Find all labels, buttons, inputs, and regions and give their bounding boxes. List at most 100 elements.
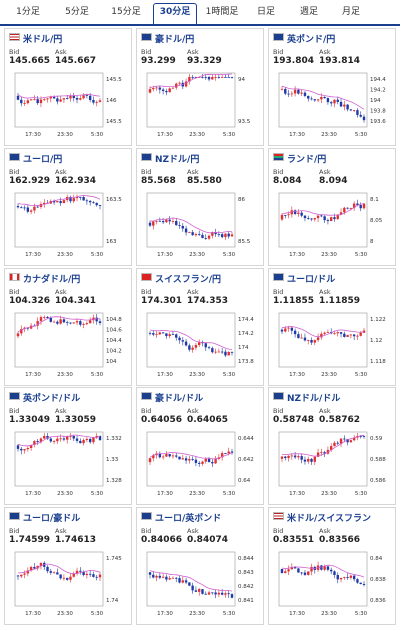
tab-4[interactable]: 30分足 bbox=[153, 3, 197, 24]
ask-value: 0.83566 bbox=[319, 535, 360, 545]
candle-body bbox=[313, 340, 316, 343]
currency-card[interactable]: 米ドル/円 Bid Ask 145.665 145.667 145.5 146 145.5 17… bbox=[4, 28, 132, 146]
tab-8[interactable]: 月足 bbox=[341, 7, 360, 17]
y-tick-label: 194.2 bbox=[370, 88, 386, 94]
candle-body bbox=[207, 77, 211, 80]
y-tick-label: 163 bbox=[106, 239, 117, 245]
tab-3[interactable]: 15分足 bbox=[111, 7, 141, 17]
candle-body bbox=[320, 565, 323, 570]
x-tick-label: 23:30 bbox=[57, 132, 73, 138]
candle-body bbox=[20, 448, 23, 451]
candle-body bbox=[352, 203, 356, 209]
x-tick-label: 5:30 bbox=[223, 132, 236, 138]
pair-title[interactable]: 米ドル/スイスフラン bbox=[273, 511, 371, 525]
pair-name: 英ポンド/ドル bbox=[23, 394, 81, 404]
candle-body bbox=[333, 99, 336, 104]
y-tick-label: 174.4 bbox=[238, 317, 254, 323]
candle-body bbox=[98, 100, 102, 102]
currency-card[interactable]: NZドル/ドル Bid Ask 0.58748 0.58762 0.59 0.588 0.58… bbox=[268, 387, 396, 505]
candle-body bbox=[69, 95, 72, 99]
candle-body bbox=[158, 87, 162, 90]
tab-5[interactable]: 1時間足 bbox=[205, 7, 239, 17]
chart-frame bbox=[146, 551, 236, 607]
currency-card[interactable]: ランド/円 Bid Ask 8.084 8.094 8.1 8.05 8 17:30 23:30 5… bbox=[268, 148, 396, 266]
tab-6[interactable]: 日足 bbox=[256, 7, 275, 17]
pair-title[interactable]: 米ドル/円 bbox=[9, 32, 62, 46]
tab-1[interactable]: 1分足 bbox=[16, 7, 40, 17]
candle-body bbox=[152, 221, 155, 226]
pair-title[interactable]: カナダドル/円 bbox=[9, 272, 80, 286]
moving-average-line bbox=[149, 570, 233, 592]
candle-body bbox=[69, 197, 72, 202]
candle-body bbox=[184, 81, 188, 87]
pair-title[interactable]: 豪ドル/ドル bbox=[141, 391, 203, 405]
tab-7[interactable]: 週足 bbox=[299, 7, 318, 17]
country-flag-icon bbox=[273, 33, 284, 41]
currency-card[interactable]: 豪ドル/円 Bid Ask 93.299 93.329 94 93.5 17:30 23:30 5… bbox=[136, 28, 264, 146]
candle-body bbox=[280, 456, 284, 459]
pair-title[interactable]: ユーロ/豪ドル bbox=[9, 511, 80, 525]
candle-body bbox=[323, 566, 326, 570]
pair-title[interactable]: 英ポンド/ドル bbox=[9, 391, 80, 405]
candle-body bbox=[310, 458, 313, 462]
candle-body bbox=[88, 573, 92, 575]
pair-title[interactable]: ユーロ/ドル bbox=[273, 272, 335, 286]
candle-body bbox=[194, 345, 198, 348]
candle-body bbox=[39, 317, 43, 322]
pair-title[interactable]: ユーロ/英ポンド bbox=[141, 511, 221, 525]
currency-card[interactable]: ユーロ/英ポンド Bid Ask 0.84066 0.84074 0.844 0.843 0.… bbox=[136, 507, 264, 625]
candle-body bbox=[333, 333, 336, 335]
bid-value: 0.84066 bbox=[141, 535, 182, 545]
candle-body bbox=[287, 327, 290, 329]
chart-frame bbox=[278, 431, 368, 487]
currency-card[interactable]: ユーロ/ドル Bid Ask 1.11855 1.11859 1.122 1.12 1.118… bbox=[268, 268, 396, 386]
currency-card[interactable]: 豪ドル/ドル Bid Ask 0.64056 0.64065 0.644 0.642 0.64… bbox=[136, 387, 264, 505]
candle-body bbox=[227, 451, 230, 454]
x-tick-label: 17:30 bbox=[289, 132, 305, 138]
pair-title[interactable]: NZドル/円 bbox=[141, 152, 199, 166]
candle-body bbox=[300, 337, 303, 339]
ask-label: Ask bbox=[319, 288, 331, 296]
candle-body bbox=[178, 337, 181, 341]
currency-card[interactable]: カナダドル/円 Bid Ask 104.326 104.341 104.8 104.6 104… bbox=[4, 268, 132, 386]
candle-body bbox=[92, 437, 95, 443]
pair-title[interactable]: 英ポンド/円 bbox=[273, 32, 335, 46]
bid-label: Bid bbox=[273, 48, 284, 56]
candle-body bbox=[26, 570, 30, 574]
candle-body bbox=[352, 575, 356, 580]
y-tick-label: 174.2 bbox=[238, 331, 254, 337]
y-tick-label: 174 bbox=[238, 345, 249, 351]
pair-title[interactable]: ランド/円 bbox=[273, 152, 326, 166]
chart-frame bbox=[14, 551, 104, 607]
pair-title[interactable]: NZドル/ドル bbox=[273, 391, 340, 405]
y-tick-label: 145.5 bbox=[106, 119, 122, 125]
currency-card[interactable]: ユーロ/豪ドル Bid Ask 1.74599 1.74613 1.745 1.74 17:3… bbox=[4, 507, 132, 625]
currency-card[interactable]: 英ポンド/ドル Bid Ask 1.33049 1.33059 1.332 1.33 1.32… bbox=[4, 387, 132, 505]
candle-body bbox=[184, 580, 188, 583]
candle-body bbox=[181, 340, 184, 342]
candle-body bbox=[33, 567, 36, 569]
currency-card[interactable]: 英ポンド/円 Bid Ask 193.804 193.814 194.4 194.2 194 1… bbox=[268, 28, 396, 146]
candle-body bbox=[303, 92, 307, 96]
currency-card[interactable]: スイスフラン/円 Bid Ask 174.301 174.353 174.4 174.2 17… bbox=[136, 268, 264, 386]
candlestick-chart: 163.5 163 17:30 23:30 5:30 bbox=[14, 192, 122, 258]
pair-title[interactable]: ユーロ/円 bbox=[9, 152, 62, 166]
tab-2[interactable]: 5分足 bbox=[65, 7, 89, 17]
candle-body bbox=[72, 322, 75, 324]
candle-body bbox=[343, 104, 346, 107]
currency-card[interactable]: ユーロ/円 Bid Ask 162.929 162.934 163.5 163 17:30 23… bbox=[4, 148, 132, 266]
candle-body bbox=[339, 212, 343, 215]
moving-average-line bbox=[17, 563, 101, 575]
candle-body bbox=[198, 234, 201, 235]
ask-label: Ask bbox=[55, 168, 67, 176]
pair-name: ユーロ/円 bbox=[23, 155, 63, 165]
pair-title[interactable]: スイスフラン/円 bbox=[141, 272, 221, 286]
currency-card[interactable]: 米ドル/スイスフラン Bid Ask 0.83551 0.83566 0.84 0.838 0… bbox=[268, 507, 396, 625]
candle-body bbox=[287, 569, 290, 572]
pair-title[interactable]: 豪ドル/円 bbox=[141, 32, 194, 46]
candle-body bbox=[346, 335, 349, 337]
bid-label: Bid bbox=[141, 407, 152, 415]
candle-body bbox=[148, 89, 152, 93]
candle-body bbox=[194, 234, 198, 236]
currency-card[interactable]: NZドル/円 Bid Ask 85.568 85.580 86 85.5 17:30 23:30… bbox=[136, 148, 264, 266]
